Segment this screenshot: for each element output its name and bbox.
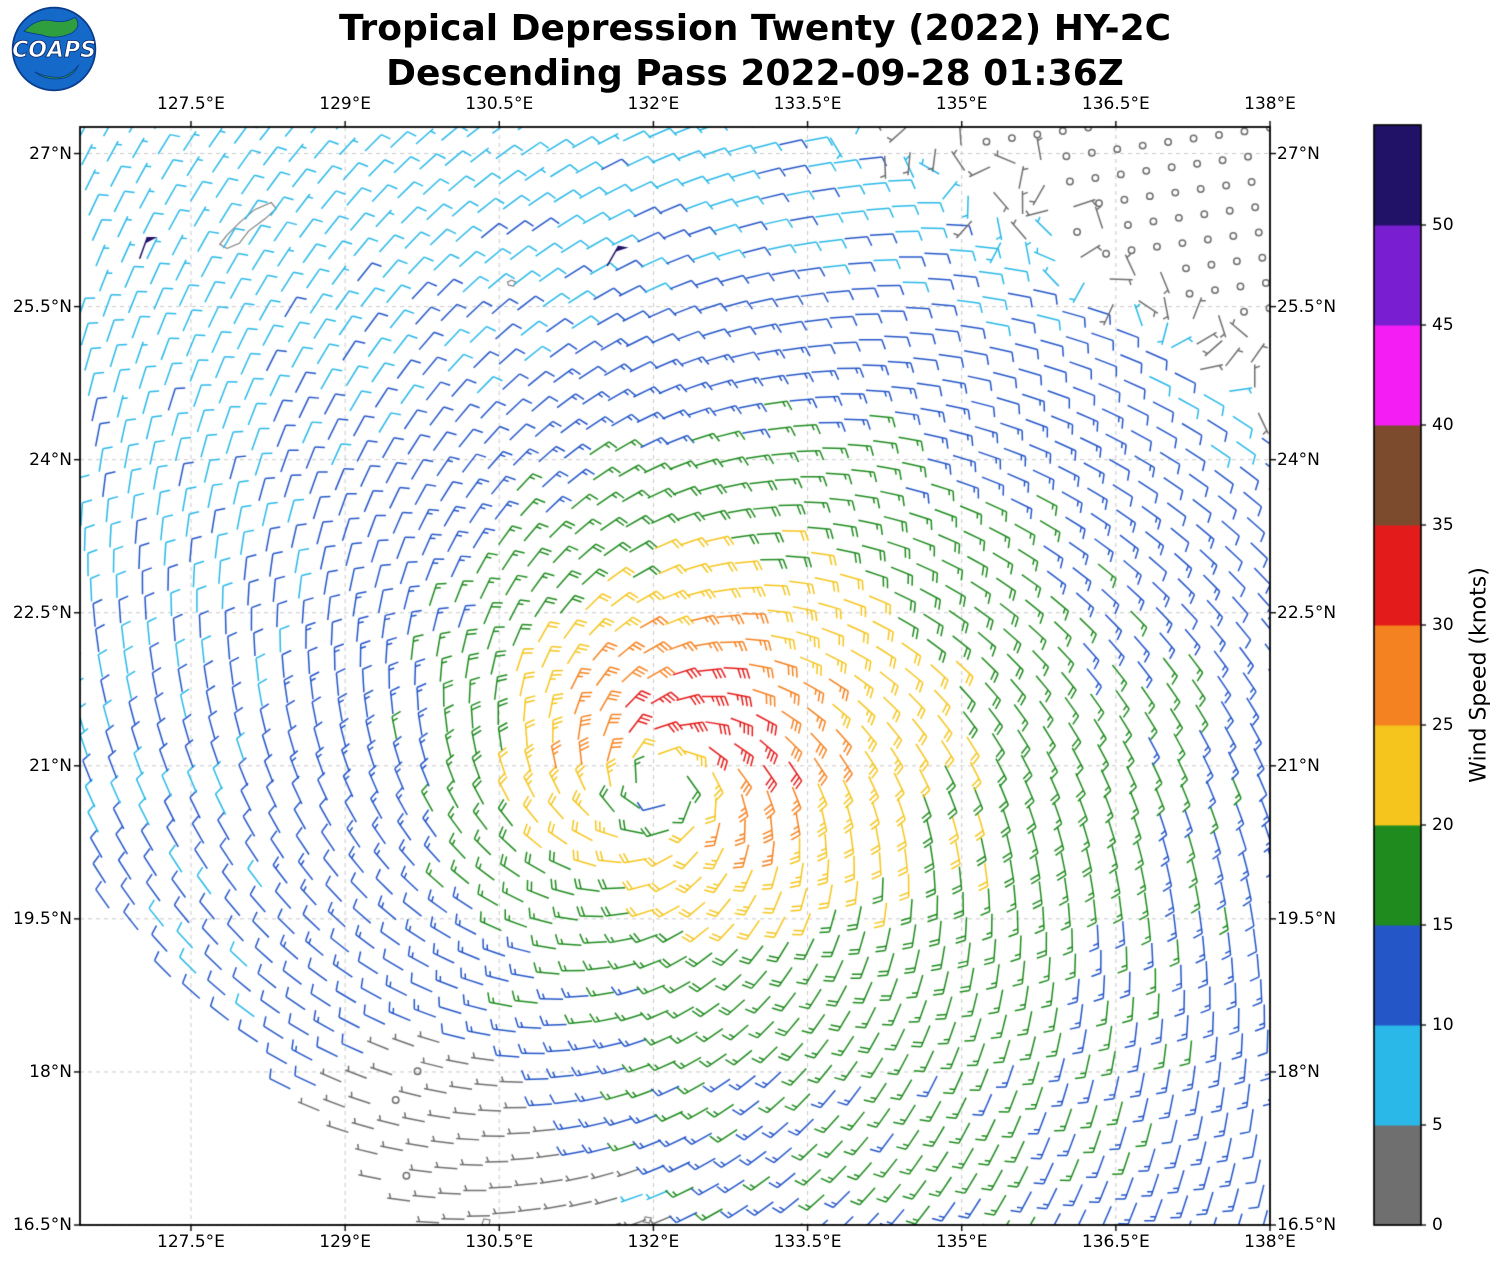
colorbar-label: Wind Speed (knots) [1466,567,1492,783]
lat-tick-label-right: 19.5°N [1277,908,1337,929]
lat-tick-label-left: 24°N [29,449,72,470]
logo-continent-north [23,16,79,38]
logo-text: COAPS [12,38,96,63]
colorbar-tick-label: 15 [1432,915,1454,935]
lat-tick-label-left: 25.5°N [12,296,72,317]
chart-title: Tropical Depression Twenty (2022) HY-2C [338,8,1172,49]
lat-tick-label-left: 19.5°N [12,908,72,929]
lat-tick-label-right: 18°N [1277,1061,1320,1082]
colorbar-tick-label: 30 [1432,615,1454,635]
lat-tick-label-right: 21°N [1277,755,1320,776]
colorbar-tick-label: 45 [1432,315,1454,335]
colorbar-tick-label: 50 [1432,215,1454,235]
lon-tick-label-top: 133.5°E [773,94,842,114]
colorbar-tick-label: 25 [1432,715,1454,735]
colorbar-tick-label: 20 [1432,815,1454,835]
lon-tick-label-top: 138°E [1244,94,1296,114]
lon-tick-label-bottom: 135°E [935,1232,988,1252]
lat-tick-label-right: 16.5°N [1277,1215,1337,1235]
lon-tick-label-top: 127.5°E [157,94,225,114]
lat-tick-label-right: 27°N [1277,143,1320,164]
lon-tick-label-top: 130.5°E [465,94,534,114]
lon-tick-label-bottom: 136.5°E [1081,1232,1150,1252]
title-block: Tropical Depression Twenty (2022) HY-2C … [0,6,1510,96]
lat-tick-label-left: 27°N [29,143,72,164]
lon-tick-label-top: 132°E [627,94,680,114]
coaps-logo: COAPS [12,6,96,92]
lat-tick-label-left: 16.5°N [12,1215,72,1235]
colorbar-tick-label: 10 [1432,1015,1454,1035]
lon-tick-label-bottom: 133.5°E [773,1232,842,1252]
colorbar-tick-label: 5 [1432,1115,1443,1135]
lon-tick-label-bottom: 132°E [627,1232,680,1252]
lon-tick-label-bottom: 127.5°E [157,1232,225,1252]
lon-tick-label-bottom: 130.5°E [465,1232,534,1252]
lon-tick-label-bottom: 129°E [319,1232,371,1252]
lat-tick-label-left: 21°N [29,755,72,776]
colorbar-tick-label: 35 [1432,515,1454,535]
lat-tick-label-left: 18°N [29,1061,72,1082]
lat-tick-label-left: 22.5°N [12,602,72,623]
lon-tick-label-top: 129°E [319,94,371,114]
lat-tick-label-right: 22.5°N [1277,602,1337,623]
colorbar-tick-label: 40 [1432,415,1454,435]
lat-tick-label-right: 25.5°N [1277,296,1337,317]
logo-continent-south [34,64,80,80]
lon-tick-label-bottom: 138°E [1244,1232,1296,1252]
chart-subtitle: Descending Pass 2022-09-28 01:36Z [386,53,1124,94]
colorbar-tick-label: 0 [1432,1215,1443,1235]
lat-tick-label-right: 24°N [1277,449,1320,470]
lon-tick-label-top: 136.5°E [1081,94,1150,114]
lon-tick-label-top: 135°E [935,94,988,114]
